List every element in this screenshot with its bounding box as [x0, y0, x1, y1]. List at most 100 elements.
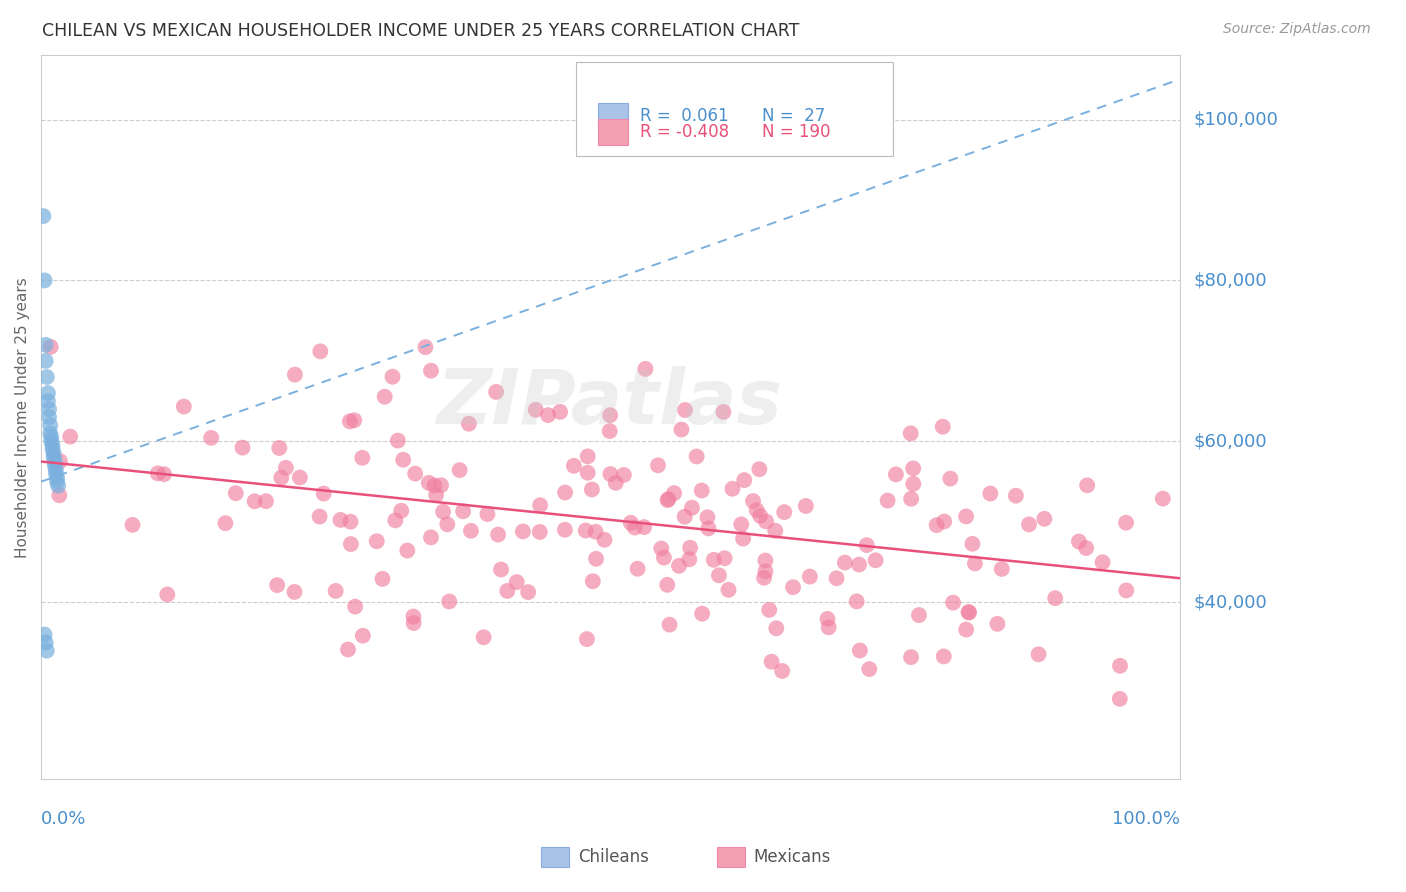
Point	[1045, 591, 1067, 606]
Point	[1108, 691, 1130, 706]
Point	[46, 475, 69, 489]
Point	[599, 408, 621, 422]
Point	[733, 473, 755, 487]
Point	[1115, 516, 1137, 530]
Point	[593, 533, 616, 547]
Point	[623, 520, 645, 534]
Point	[1076, 478, 1098, 492]
Point	[45, 462, 67, 476]
Point	[713, 551, 735, 566]
Point	[439, 594, 461, 608]
Point	[146, 467, 169, 481]
Point	[420, 530, 443, 544]
Point	[1115, 583, 1137, 598]
Point	[42, 450, 65, 465]
Point	[402, 609, 425, 624]
Point	[817, 612, 839, 626]
Point	[41, 430, 63, 444]
Point	[696, 510, 718, 524]
Point	[900, 491, 922, 506]
Point	[858, 662, 880, 676]
Point	[39, 418, 62, 433]
Point	[817, 620, 839, 634]
Point	[38, 402, 60, 417]
Point	[657, 491, 679, 506]
Point	[662, 486, 685, 500]
Text: $100,000: $100,000	[1194, 111, 1278, 128]
Point	[449, 463, 471, 477]
Point	[668, 558, 690, 573]
Point	[581, 483, 603, 497]
Point	[717, 582, 740, 597]
Point	[679, 541, 702, 555]
Point	[284, 368, 307, 382]
Point	[575, 632, 598, 646]
Text: $40,000: $40,000	[1194, 593, 1267, 611]
Point	[38, 410, 60, 425]
Point	[955, 509, 977, 524]
Point	[309, 344, 332, 359]
Point	[681, 500, 703, 515]
Point	[231, 441, 253, 455]
Point	[685, 450, 707, 464]
Point	[418, 475, 440, 490]
Point	[46, 478, 69, 492]
Point	[425, 488, 447, 502]
Point	[1018, 517, 1040, 532]
Text: 0.0%: 0.0%	[41, 810, 87, 828]
Point	[758, 603, 780, 617]
Y-axis label: Householder Income Under 25 years: Householder Income Under 25 years	[15, 277, 30, 558]
Point	[415, 340, 437, 354]
Point	[457, 417, 479, 431]
Point	[794, 499, 817, 513]
Point	[41, 438, 63, 452]
Point	[748, 462, 770, 476]
Point	[312, 486, 335, 500]
Point	[742, 494, 765, 508]
Point	[486, 527, 509, 541]
Point	[754, 565, 776, 579]
Text: $60,000: $60,000	[1194, 433, 1267, 450]
Point	[371, 572, 394, 586]
Point	[957, 605, 980, 619]
Point	[575, 524, 598, 538]
Point	[1109, 658, 1132, 673]
Point	[763, 524, 786, 538]
Point	[436, 517, 458, 532]
Point	[755, 515, 778, 529]
Point	[430, 478, 453, 492]
Point	[678, 552, 700, 566]
Point	[901, 461, 924, 475]
Point	[721, 482, 744, 496]
Point	[1033, 512, 1056, 526]
Point	[845, 594, 868, 608]
Point	[34, 338, 56, 352]
Point	[517, 585, 540, 599]
Point	[582, 574, 605, 589]
Point	[657, 493, 679, 508]
Text: R =  0.061: R = 0.061	[640, 107, 728, 125]
Point	[156, 587, 179, 601]
Point	[658, 617, 681, 632]
Point	[765, 621, 787, 635]
Point	[451, 504, 474, 518]
Point	[1152, 491, 1174, 506]
Point	[773, 505, 796, 519]
Text: ZIPatlas: ZIPatlas	[437, 366, 783, 440]
Point	[308, 509, 330, 524]
Point	[957, 606, 980, 620]
Point	[506, 575, 529, 590]
Point	[420, 364, 443, 378]
Point	[337, 642, 360, 657]
Point	[392, 452, 415, 467]
Point	[707, 568, 730, 582]
Point	[865, 553, 887, 567]
Point	[925, 518, 948, 533]
Point	[270, 470, 292, 484]
Point	[749, 508, 772, 523]
Point	[599, 467, 621, 481]
Point	[782, 580, 804, 594]
Point	[697, 521, 720, 535]
Point	[537, 408, 560, 422]
Point	[243, 494, 266, 508]
